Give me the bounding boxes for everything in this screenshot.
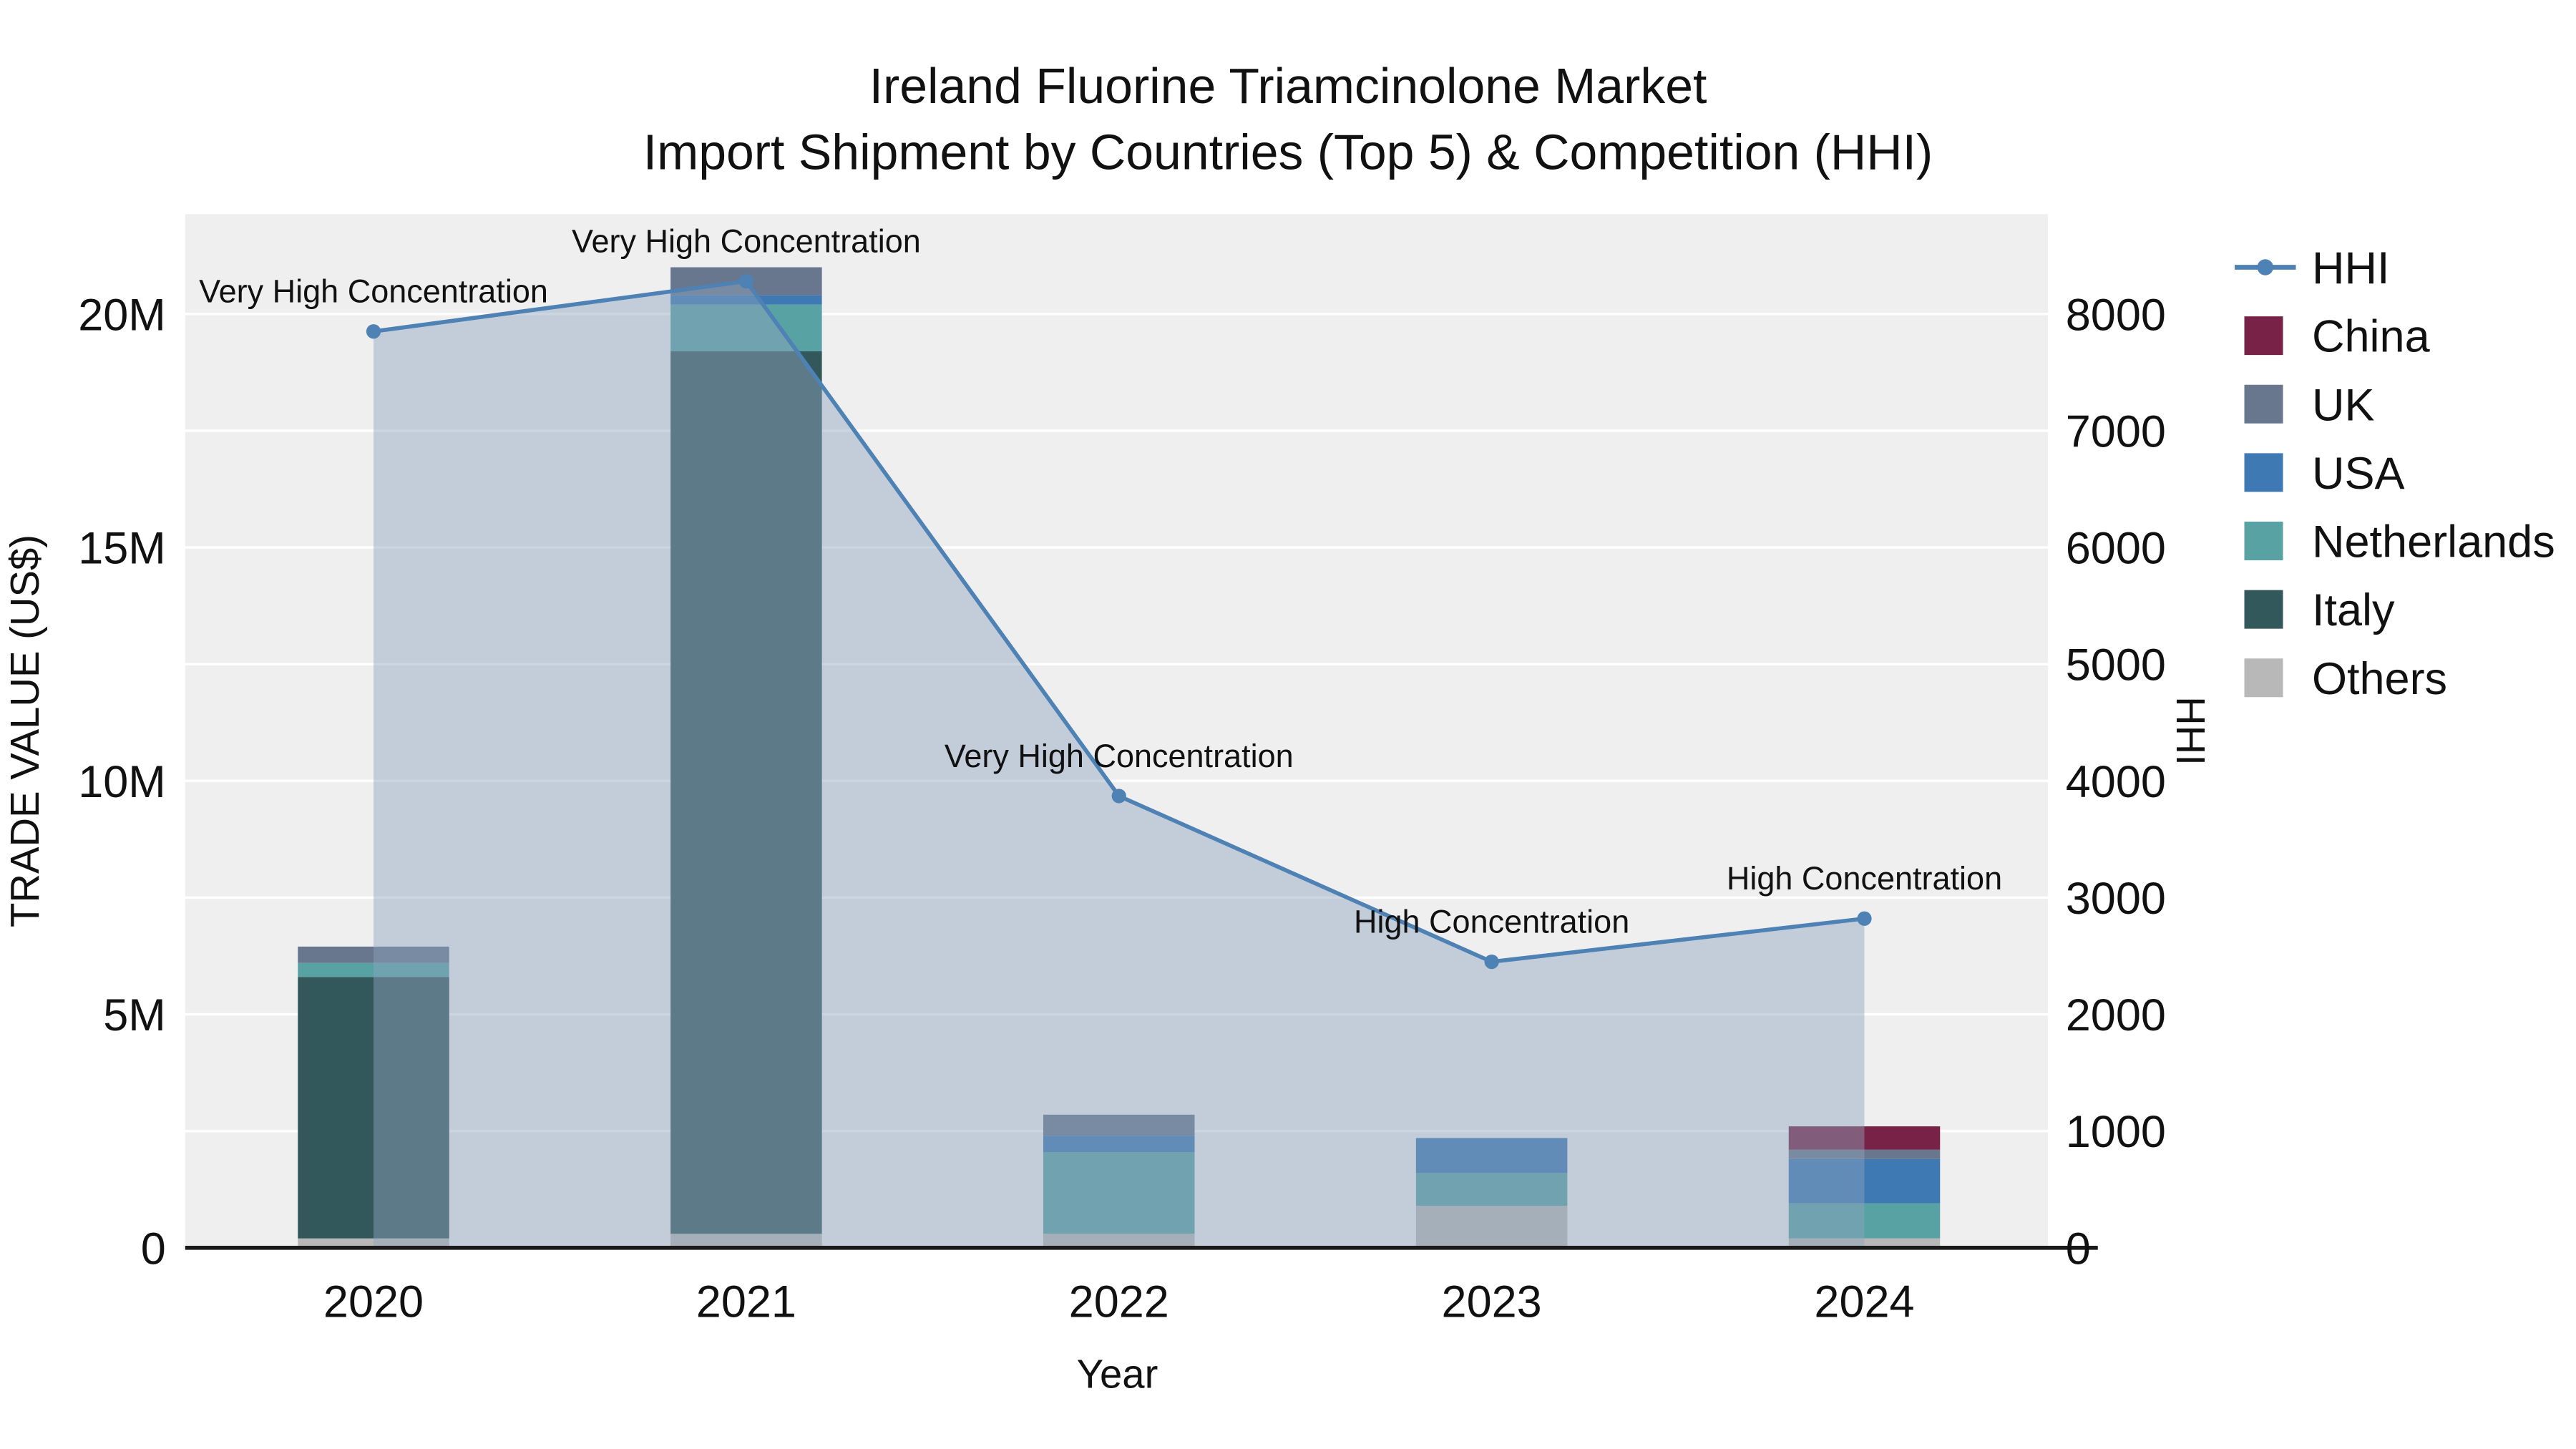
bar-segment-italy-2021: [670, 351, 822, 1234]
bar-segment-netherlands-2023: [1415, 1173, 1568, 1206]
hhi-point-2022: [1111, 789, 1126, 804]
legend-item-usa: USA: [2244, 449, 2405, 499]
bar-segment-uk-2020: [298, 946, 449, 963]
legend-swatch-netherlands: [2244, 522, 2283, 560]
chart-title: Ireland Fluorine Triamcinolone Market: [869, 58, 1707, 114]
x-tick-2023: 2023: [1442, 1277, 1542, 1327]
hhi-point-2021: [738, 273, 753, 289]
legend-item-others: Others: [2244, 654, 2447, 704]
x-tick-2020: 2020: [323, 1277, 424, 1327]
bar-segment-netherlands-2021: [670, 304, 822, 351]
legend-swatch-china: [2244, 316, 2283, 356]
hhi-point-2024: [1857, 911, 1872, 926]
bar-segment-others-2020: [298, 1238, 449, 1248]
legend-line-dot: [2257, 259, 2273, 275]
bar-segment-others-2021: [670, 1234, 822, 1248]
annotation-2021: Very High Concentration: [572, 223, 921, 260]
legend-item-uk: UK: [2244, 380, 2375, 430]
bar-segment-usa-2022: [1043, 1136, 1195, 1152]
legend-swatch-uk: [2244, 384, 2283, 424]
y-tick-right-6000: 6000: [2066, 524, 2166, 574]
y-tick-left-10M: 10M: [78, 757, 166, 807]
legend-item-italy: Italy: [2244, 585, 2395, 635]
bar-segment-usa-2021: [670, 295, 822, 305]
y-tick-right-1000: 1000: [2066, 1107, 2166, 1157]
stacked-bars: [298, 267, 1941, 1248]
bar-segment-usa-2024: [1788, 1158, 1941, 1204]
bar-segment-italy-2020: [298, 977, 449, 1239]
legend-label-italy: Italy: [2312, 585, 2395, 635]
y-tick-right-4000: 4000: [2066, 757, 2166, 807]
y-tick-right-0: 0: [2066, 1224, 2091, 1274]
bar-segment-china-2024: [1788, 1126, 1941, 1150]
annotation-2023: High Concentration: [1354, 904, 1629, 940]
chart-subtitle: Import Shipment by Countries (Top 5) & C…: [643, 124, 1933, 180]
legend-swatch-usa: [2244, 453, 2283, 492]
plot-background: [185, 214, 2048, 1248]
hhi-point-2023: [1484, 954, 1499, 970]
y-tick-left-5M: 5M: [103, 990, 166, 1040]
bar-segment-usa-2023: [1415, 1138, 1568, 1174]
y-tick-right-7000: 7000: [2066, 406, 2166, 457]
legend-item-netherlands: Netherlands: [2244, 517, 2555, 567]
bar-segment-others-2022: [1043, 1234, 1195, 1248]
bar-segment-netherlands-2024: [1788, 1203, 1941, 1239]
legend-label-china: China: [2312, 312, 2431, 362]
x-axis-label: Year: [1077, 1352, 1158, 1397]
y-tick-right-3000: 3000: [2066, 874, 2166, 924]
bar-segment-netherlands-2020: [298, 962, 449, 977]
annotation-2022: Very High Concentration: [945, 738, 1294, 774]
y-tick-right-8000: 8000: [2066, 290, 2166, 340]
x-tick-2024: 2024: [1814, 1277, 1914, 1327]
y-axis-right-label: HHI: [2168, 696, 2213, 766]
y-tick-right-5000: 5000: [2066, 640, 2166, 691]
hhi-point-2020: [366, 324, 381, 339]
legend-swatch-italy: [2244, 590, 2283, 629]
bar-segment-netherlands-2022: [1043, 1151, 1195, 1234]
bar-segment-uk-2024: [1788, 1149, 1941, 1159]
x-tick-2021: 2021: [696, 1277, 796, 1327]
y-tick-left-20M: 20M: [78, 290, 166, 340]
x-tick-2022: 2022: [1069, 1277, 1169, 1327]
legend-swatch-others: [2244, 658, 2283, 698]
legend: HHI China UK USA Netherlands Italy Others: [2235, 243, 2555, 704]
y-tick-left-15M: 15M: [78, 524, 166, 574]
y-axis-left-label: TRADE VALUE (US$): [2, 535, 47, 927]
legend-label-netherlands: Netherlands: [2312, 517, 2555, 567]
y-tick-right-2000: 2000: [2066, 990, 2166, 1040]
annotation-2020: Very High Concentration: [199, 273, 548, 310]
bar-segment-others-2024: [1788, 1238, 1941, 1248]
y-tick-left-0: 0: [141, 1224, 166, 1274]
legend-label-uk: UK: [2312, 380, 2375, 430]
bar-segment-uk-2022: [1043, 1114, 1195, 1136]
legend-label-usa: USA: [2312, 449, 2405, 499]
annotation-2024: High Concentration: [1727, 860, 2002, 897]
legend-label-others: Others: [2312, 654, 2447, 704]
annotations: Very High Concentration Very High Concent…: [199, 223, 2002, 940]
hhi-line-area: [366, 273, 1872, 1248]
bar-segment-others-2023: [1415, 1206, 1568, 1248]
legend-label-hhi: HHI: [2312, 243, 2390, 293]
legend-item-hhi: HHI: [2235, 243, 2390, 293]
legend-item-china: China: [2244, 312, 2431, 362]
axes: 0 5M 10M 15M 20M 0 1000 2000 3000 4000 5000 6000 700…: [78, 290, 2166, 1327]
hhi-area: [374, 281, 1865, 1248]
